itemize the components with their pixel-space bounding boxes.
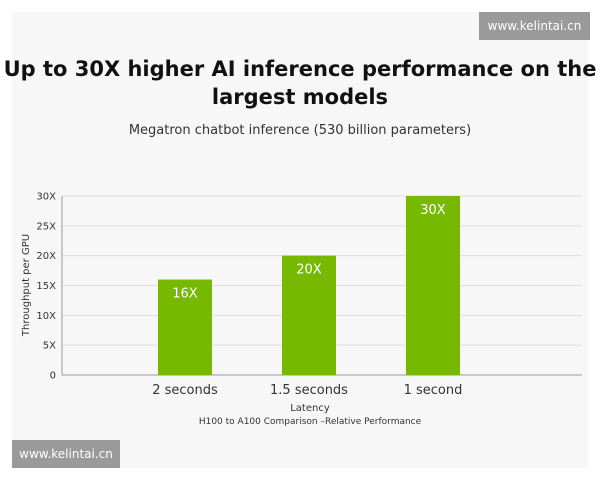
bar-data-label: 30X [420, 203, 446, 218]
watermark-bottom: www.kelintai.cn [12, 440, 120, 468]
bar-data-label: 20X [296, 263, 322, 278]
chart-title-line-1: Up to 30X higher AI inference performanc… [3, 57, 597, 81]
bar [158, 279, 212, 375]
bar [406, 196, 460, 375]
bar-data-label: 16X [172, 287, 198, 302]
x-tick-label: 1 second [404, 383, 463, 398]
y-tick-label: 15X [36, 281, 56, 292]
chart-title: Up to 30X higher AI inference performanc… [0, 55, 600, 111]
y-tick-label: 10X [36, 311, 56, 322]
y-axis-title: Throughput per GPU [21, 234, 32, 337]
y-tick-label: 30X [36, 192, 56, 203]
chart-subtitle: Megatron chatbot inference (530 billion … [128, 123, 472, 138]
y-tick-label: 0 [50, 371, 56, 382]
y-tick-label: 5X [43, 341, 56, 352]
chart-card [12, 12, 588, 468]
y-tick-label: 20X [36, 251, 56, 262]
bar [282, 255, 336, 375]
y-tick-label: 25X [36, 221, 56, 232]
x-axis-subtitle: H100 to A100 Comparison –Relative Perfor… [199, 417, 422, 427]
x-axis-title: Latency [290, 403, 330, 414]
watermark-top: www.kelintai.cn [479, 12, 590, 40]
x-tick-label: 2 seconds [152, 383, 218, 398]
chart-title-line-2: largest models [211, 85, 389, 109]
x-tick-label: 1.5 seconds [270, 383, 348, 398]
